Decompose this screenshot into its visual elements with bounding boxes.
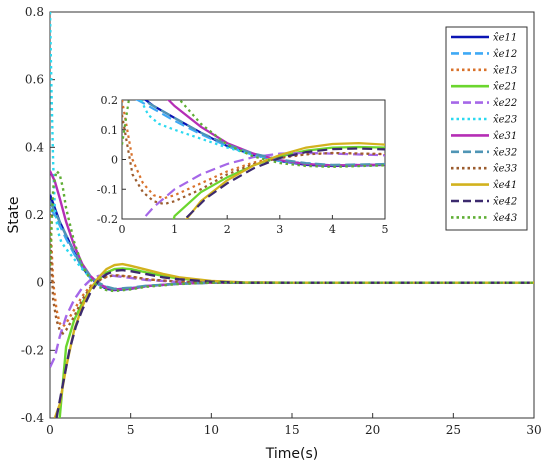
series-line-8 <box>50 200 534 291</box>
legend-label-8: x̂e32 <box>493 147 517 158</box>
inset-series-line-11 <box>183 147 385 219</box>
legend-items: x̂e11 x̂e12 x̂e13 x̂e21 x̂e22 x̂e23 x̂e31 x̂e32… <box>451 33 517 224</box>
inset-y-tick-label: 0 <box>111 154 118 167</box>
inset-plot-area <box>121 99 386 220</box>
y-tick-label: 0.4 <box>25 140 44 154</box>
inset-series-line-8 <box>140 100 385 167</box>
x-tick-label: 20 <box>365 423 380 437</box>
series-line-6 <box>50 12 534 291</box>
legend-label-11: x̂e42 <box>493 197 517 208</box>
inset-x-tick-label: 1 <box>171 223 178 236</box>
legend-label-9: x̂e33 <box>493 164 517 175</box>
y-axis-label: State <box>6 196 22 233</box>
inset-axis-ticks: 0 1 2 3 4 5 -0.2 -0.1 0 0.1 0.2 <box>97 94 389 236</box>
legend-label-2: x̂e12 <box>493 49 517 60</box>
inset-series-line-12 <box>122 100 385 169</box>
y-tick-label: 0 <box>36 276 44 290</box>
inset-x-tick-label: 2 <box>224 223 231 236</box>
legend: x̂e11 x̂e12 x̂e13 x̂e21 x̂e22 x̂e23 x̂e31 x̂e32… <box>445 26 528 231</box>
inset-series-line-6 <box>139 100 385 167</box>
inset-series-line-7 <box>167 100 385 167</box>
x-tick-label: 30 <box>526 423 541 437</box>
inset-y-tick-label: 0.1 <box>101 124 119 137</box>
x-tick-label: 15 <box>284 423 299 437</box>
y-tick-label: 0.8 <box>25 5 44 19</box>
legend-box <box>445 26 528 231</box>
legend-label-12: x̂e43 <box>493 213 517 224</box>
legend-label-7: x̂e31 <box>493 131 517 142</box>
main-axis-ticks: 0 5 10 15 20 25 30-0.4-0.200.20.40.60.8 <box>21 5 542 437</box>
x-tick-label: 5 <box>127 423 135 437</box>
y-tick-label: 0.6 <box>25 73 44 87</box>
legend-label-4: x̂e21 <box>493 82 517 93</box>
inset-plot: 0 1 2 3 4 5 -0.2 -0.1 0 0.1 0.2 <box>97 94 389 236</box>
y-tick-label: -0.2 <box>21 343 44 357</box>
legend-label-1: x̂e11 <box>493 33 517 44</box>
legend-label-5: x̂e22 <box>493 98 517 109</box>
inset-x-tick-label: 0 <box>119 223 126 236</box>
inset-series-group <box>122 100 385 219</box>
legend-label-10: x̂e41 <box>493 180 517 191</box>
x-tick-label: 0 <box>46 423 54 437</box>
inset-series-line-4 <box>172 145 385 219</box>
inset-x-tick-label: 4 <box>329 223 336 236</box>
inset-y-tick-label: -0.2 <box>97 213 118 226</box>
inset-y-tick-label: 0.2 <box>101 94 119 107</box>
x-tick-label: 10 <box>204 423 219 437</box>
legend-label-3: x̂e13 <box>493 65 517 76</box>
y-tick-label: -0.4 <box>21 411 45 425</box>
y-tick-label: 0.2 <box>25 208 44 222</box>
inset-x-tick-label: 5 <box>382 223 389 236</box>
x-axis-label: Time(s) <box>265 446 318 462</box>
inset-y-tick-label: -0.1 <box>97 183 118 196</box>
main-series-group <box>50 12 534 418</box>
inset-series-line-10 <box>185 141 385 219</box>
inset-x-tick-label: 3 <box>276 223 283 236</box>
x-tick-label: 25 <box>446 423 461 437</box>
legend-label-6: x̂e23 <box>493 115 517 126</box>
inset-series-line-5 <box>141 151 385 219</box>
series-line-3 <box>50 214 534 329</box>
